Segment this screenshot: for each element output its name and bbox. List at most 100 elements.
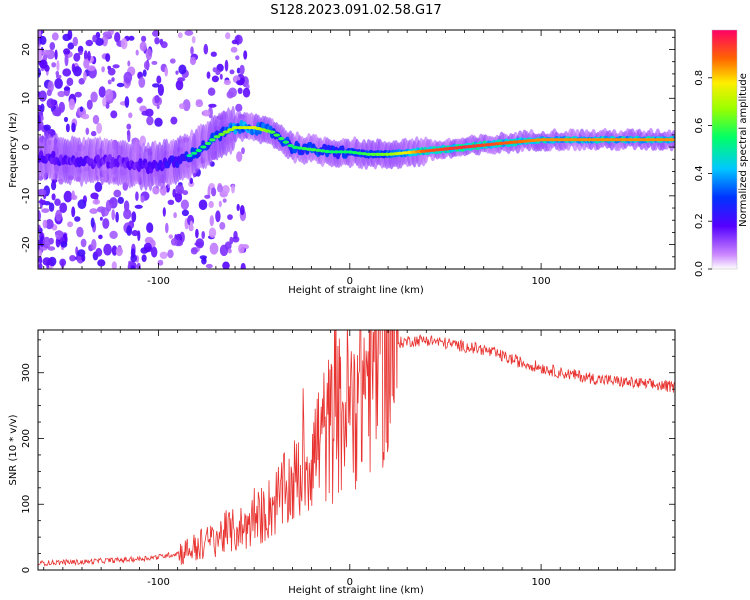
heatmap-speckle <box>42 219 48 229</box>
heatmap-ridge-core <box>278 137 285 141</box>
heatmap-speckle <box>231 184 235 194</box>
heatmap-speckle <box>174 192 183 203</box>
snr-y-tick-label: 200 <box>21 429 32 448</box>
heatmap-speckle <box>215 210 221 223</box>
heatmap-speckle <box>105 53 111 62</box>
heatmap-speckle <box>51 180 57 191</box>
snr-y-label: SNR (10 * v/v) <box>8 414 19 485</box>
heatmap-speckle <box>189 220 194 231</box>
heatmap-speckle <box>92 114 100 125</box>
heatmap-speckle <box>167 249 174 259</box>
heatmap-speckle <box>231 39 238 45</box>
heatmap-speckle <box>159 251 168 259</box>
heatmap-speckle <box>117 196 125 204</box>
heatmap-speckle <box>72 36 79 47</box>
heatmap-speckle <box>222 198 227 203</box>
heatmap-speckle <box>179 103 185 109</box>
heatmap-speckle <box>62 68 72 77</box>
spectrogram-frame <box>37 29 676 270</box>
heatmap-speckle <box>219 222 226 230</box>
heatmap-speckle <box>126 225 132 236</box>
snr-x-tick-label: 100 <box>532 577 551 588</box>
heatmap-speckle <box>49 42 56 51</box>
heatmap-speckle <box>211 187 217 197</box>
colorbar-tick-label: 0.2 <box>694 213 705 229</box>
heatmap-speckle <box>96 122 102 134</box>
heatmap-speckle <box>123 71 133 84</box>
heatmap-speckle <box>102 97 106 107</box>
heatmap-speckle <box>139 105 148 113</box>
heatmap-ridge-core <box>200 145 207 149</box>
colorbar: 0.0 0.2 0.4 0.6 0.8 Normalized spectral ampl… <box>694 29 749 277</box>
heatmap-speckle <box>236 67 241 74</box>
heatmap-speckle <box>203 43 209 55</box>
heatmap-speckle <box>217 184 223 193</box>
heatmap-ridge-core <box>204 141 212 146</box>
heatmap-speckle <box>56 60 60 72</box>
heatmap-speckle <box>65 123 70 133</box>
heatmap-speckle <box>156 75 162 84</box>
heatmap-speckle <box>77 45 84 54</box>
spectrogram-y-tick-label: 10 <box>21 92 32 105</box>
heatmap-ridge-core <box>333 150 340 154</box>
heatmap-speckle <box>69 255 76 262</box>
snr-x-tick-label: -100 <box>147 577 170 588</box>
heatmap-speckle <box>90 208 96 214</box>
heatmap-speckle <box>123 200 130 212</box>
heatmap-speckle <box>85 127 90 135</box>
heatmap-speckle <box>182 190 189 196</box>
spectrogram-y-tick-label: 20 <box>21 43 32 56</box>
heatmap-speckle <box>95 37 104 46</box>
heatmap-speckle <box>242 87 251 98</box>
heatmap-speckle <box>103 243 112 256</box>
heatmap-speckle <box>92 199 101 205</box>
heatmap-speckle <box>73 52 81 62</box>
heatmap-speckle <box>54 78 63 89</box>
heatmap-speckle <box>235 103 243 112</box>
heatmap-speckle <box>55 70 60 77</box>
heatmap-speckle <box>126 123 132 130</box>
heatmap-speckle <box>141 110 149 116</box>
heatmap-speckle <box>184 30 194 36</box>
heatmap-speckle <box>177 77 186 82</box>
heatmap-speckle <box>38 90 47 102</box>
heatmap-speckle <box>152 83 160 88</box>
heatmap-speckle <box>175 70 179 75</box>
heatmap-speckle <box>45 219 54 230</box>
heatmap-ridge-core <box>282 140 290 144</box>
heatmap-speckle <box>170 116 178 125</box>
heatmap-ridge-core <box>287 144 294 148</box>
heatmap-speckle <box>236 203 240 212</box>
heatmap-ridge-core <box>213 135 221 139</box>
heatmap-speckle <box>38 47 42 53</box>
heatmap-speckle <box>111 209 115 221</box>
heatmap-speckle <box>227 214 233 221</box>
spectrogram-x-label: Height of straight line (km) <box>288 285 424 296</box>
heatmap-speckle <box>229 236 234 245</box>
heatmap-speckle <box>188 181 195 187</box>
heatmap-ridge-core <box>218 132 226 136</box>
heatmap-speckle <box>83 58 90 69</box>
heatmap-speckle <box>241 147 245 155</box>
heatmap-speckle <box>114 32 121 43</box>
snr-y-tick-label: 0 <box>21 567 32 573</box>
heatmap-speckle <box>142 69 147 77</box>
heatmap-speckle <box>235 55 240 60</box>
heatmap-speckle <box>80 238 87 248</box>
heatmap-speckle <box>189 56 197 66</box>
heatmap-ridge-core <box>328 150 335 154</box>
heatmap-speckle <box>146 222 154 233</box>
colorbar-tick-label: 0.4 <box>694 165 705 181</box>
heatmap-speckle <box>151 246 158 258</box>
heatmap-speckle <box>111 245 118 256</box>
heatmap-speckle <box>219 73 223 80</box>
snr-x-tick-label: 0 <box>347 577 353 588</box>
heatmap-speckle <box>154 37 160 45</box>
heatmap-ridge <box>51 150 56 159</box>
spectrogram-y-tick-label: 0 <box>21 144 32 150</box>
heatmap-speckle <box>131 230 139 237</box>
heatmap-speckle <box>71 63 76 73</box>
heatmap-speckle <box>140 195 145 203</box>
heatmap-speckle <box>190 46 194 55</box>
heatmap-speckle <box>105 102 110 109</box>
